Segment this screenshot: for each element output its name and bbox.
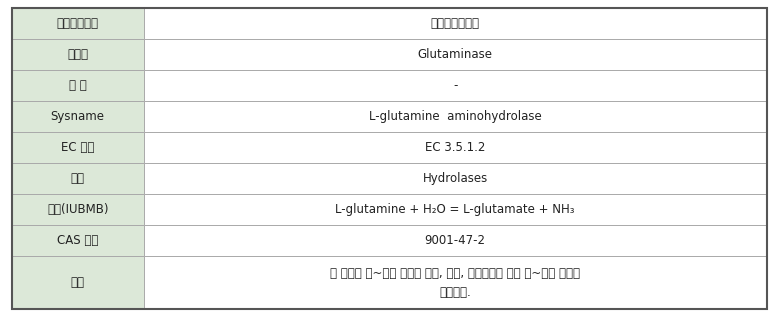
Bar <box>12 225 144 256</box>
Text: 분류: 분류 <box>71 172 85 185</box>
Text: 이 명: 이 명 <box>69 79 87 92</box>
Bar <box>12 39 144 70</box>
Bar <box>144 225 767 256</box>
Text: 영문명: 영문명 <box>68 48 88 61</box>
Bar <box>144 256 767 309</box>
Bar <box>12 101 144 132</box>
Bar <box>12 70 144 101</box>
Text: Glutaminase: Glutaminase <box>417 48 493 61</box>
Bar <box>12 194 144 225</box>
Bar <box>144 132 767 163</box>
Text: 글루타미나아제: 글루타미나아제 <box>431 17 480 30</box>
Bar <box>144 194 767 225</box>
Bar <box>144 163 767 194</box>
Text: Sysname: Sysname <box>50 110 105 123</box>
Bar <box>144 70 767 101</box>
Text: L-glutamine + H₂O = L-glutamate + NH₃: L-glutamine + H₂O = L-glutamate + NH₃ <box>335 203 575 216</box>
Bar <box>12 132 144 163</box>
Text: EC 번호: EC 번호 <box>61 141 95 154</box>
Bar <box>144 101 767 132</box>
Text: -: - <box>453 79 457 92</box>
Text: 이 품목은 백~진한 갈색의 분말, 입상, 페이스트상 또는 무~진한 갈색의
액상이다.: 이 품목은 백~진한 갈색의 분말, 입상, 페이스트상 또는 무~진한 갈색의… <box>331 267 580 299</box>
Bar <box>12 163 144 194</box>
Text: 9001-47-2: 9001-47-2 <box>424 234 486 247</box>
Text: Hydrolases: Hydrolases <box>423 172 488 185</box>
Text: 식품첨가물명: 식품첨가물명 <box>57 17 99 30</box>
Text: 반응(IUBMB): 반응(IUBMB) <box>47 203 109 216</box>
Text: CAS 번호: CAS 번호 <box>57 234 99 247</box>
Bar <box>12 256 144 309</box>
Text: EC 3.5.1.2: EC 3.5.1.2 <box>425 141 486 154</box>
Bar <box>144 39 767 70</box>
Bar <box>12 8 144 39</box>
Bar <box>144 8 767 39</box>
Text: 성상: 성상 <box>71 276 85 289</box>
Text: L-glutamine  aminohydrolase: L-glutamine aminohydrolase <box>369 110 542 123</box>
